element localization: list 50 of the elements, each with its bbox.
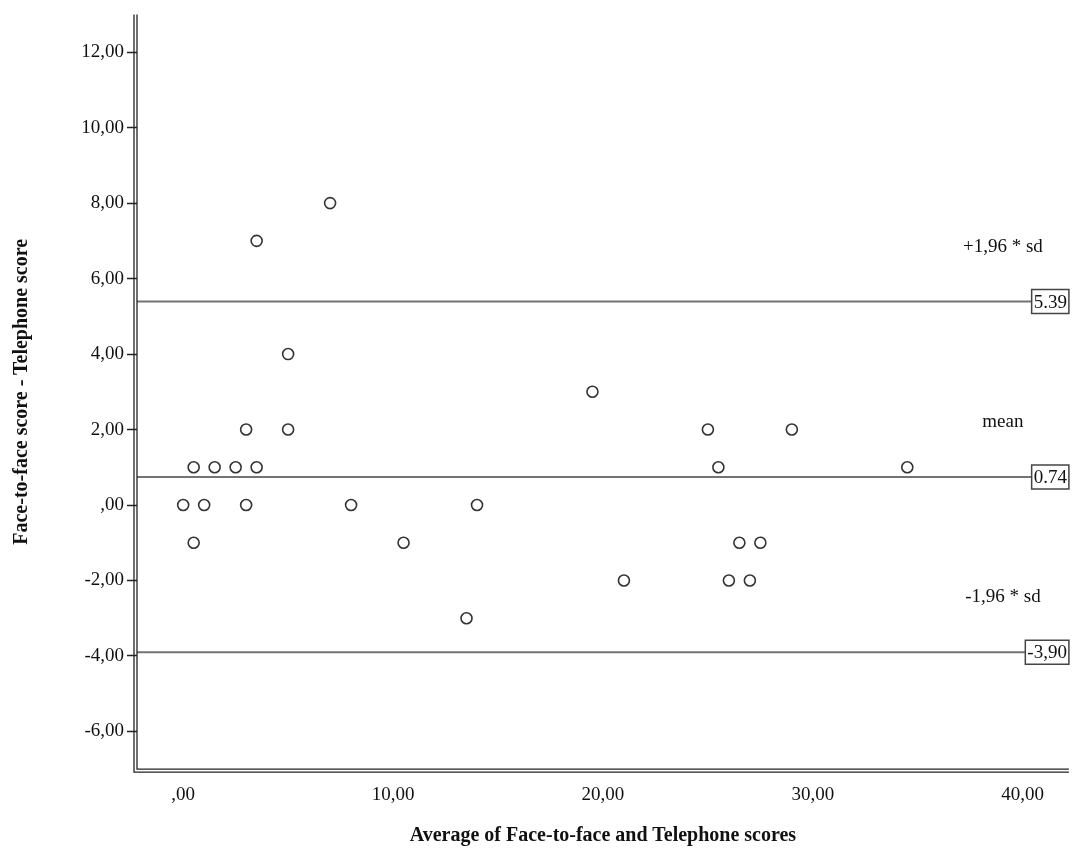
x-tick-label: 10,00 <box>371 782 415 804</box>
annotation: -1,96 * sd <box>965 585 1042 607</box>
y-tick-label: 4,00 <box>90 342 124 364</box>
y-tick-label: 8,00 <box>90 191 124 213</box>
point <box>187 460 200 474</box>
x-axis-title: Average of Face-to-face and Telephone scores <box>409 823 797 847</box>
annotation: +1,96 * sd <box>962 234 1044 256</box>
annotation: mean <box>982 410 1024 432</box>
y-tick-label: -6,00 <box>84 719 124 741</box>
point <box>239 423 253 436</box>
ref-line-label: -3,90 <box>1027 641 1067 663</box>
point <box>733 536 746 550</box>
point <box>785 423 799 436</box>
point <box>586 385 599 399</box>
point <box>470 498 484 512</box>
point <box>754 536 767 550</box>
point <box>460 611 473 625</box>
point <box>229 460 242 474</box>
x-tick-label: 20,00 <box>581 782 625 804</box>
y-axis-title: Face-to-face score - Telephone score <box>9 238 33 545</box>
ref-line-label: 0.74 <box>1033 466 1068 488</box>
y-tick-label: 10,00 <box>81 115 124 137</box>
x-tick-label: 40,00 <box>1001 782 1045 804</box>
y-tick-label: 2,00 <box>90 417 124 439</box>
y-tick-label: -4,00 <box>84 643 124 665</box>
point <box>197 498 211 512</box>
y-tick-label: 6,00 <box>90 266 124 288</box>
y-tick-label: 12,00 <box>81 40 124 62</box>
ref-line-label: 5.39 <box>1033 290 1067 312</box>
point <box>250 460 263 474</box>
point <box>701 423 715 436</box>
point <box>397 536 410 550</box>
point <box>187 536 200 550</box>
y-tick-label: ,00 <box>100 493 124 514</box>
point <box>176 498 190 512</box>
y-tick-label: -2,00 <box>84 568 124 590</box>
point <box>344 498 358 512</box>
point <box>900 460 914 474</box>
point <box>743 574 757 587</box>
point <box>722 574 736 587</box>
point <box>281 423 295 436</box>
point <box>239 498 253 512</box>
point <box>250 234 263 248</box>
point <box>617 574 631 587</box>
point <box>712 460 725 474</box>
point <box>208 460 221 474</box>
x-tick-label: 30,00 <box>791 782 835 804</box>
point <box>281 347 295 361</box>
point <box>323 196 337 210</box>
x-tick-label: ,00 <box>171 782 196 804</box>
